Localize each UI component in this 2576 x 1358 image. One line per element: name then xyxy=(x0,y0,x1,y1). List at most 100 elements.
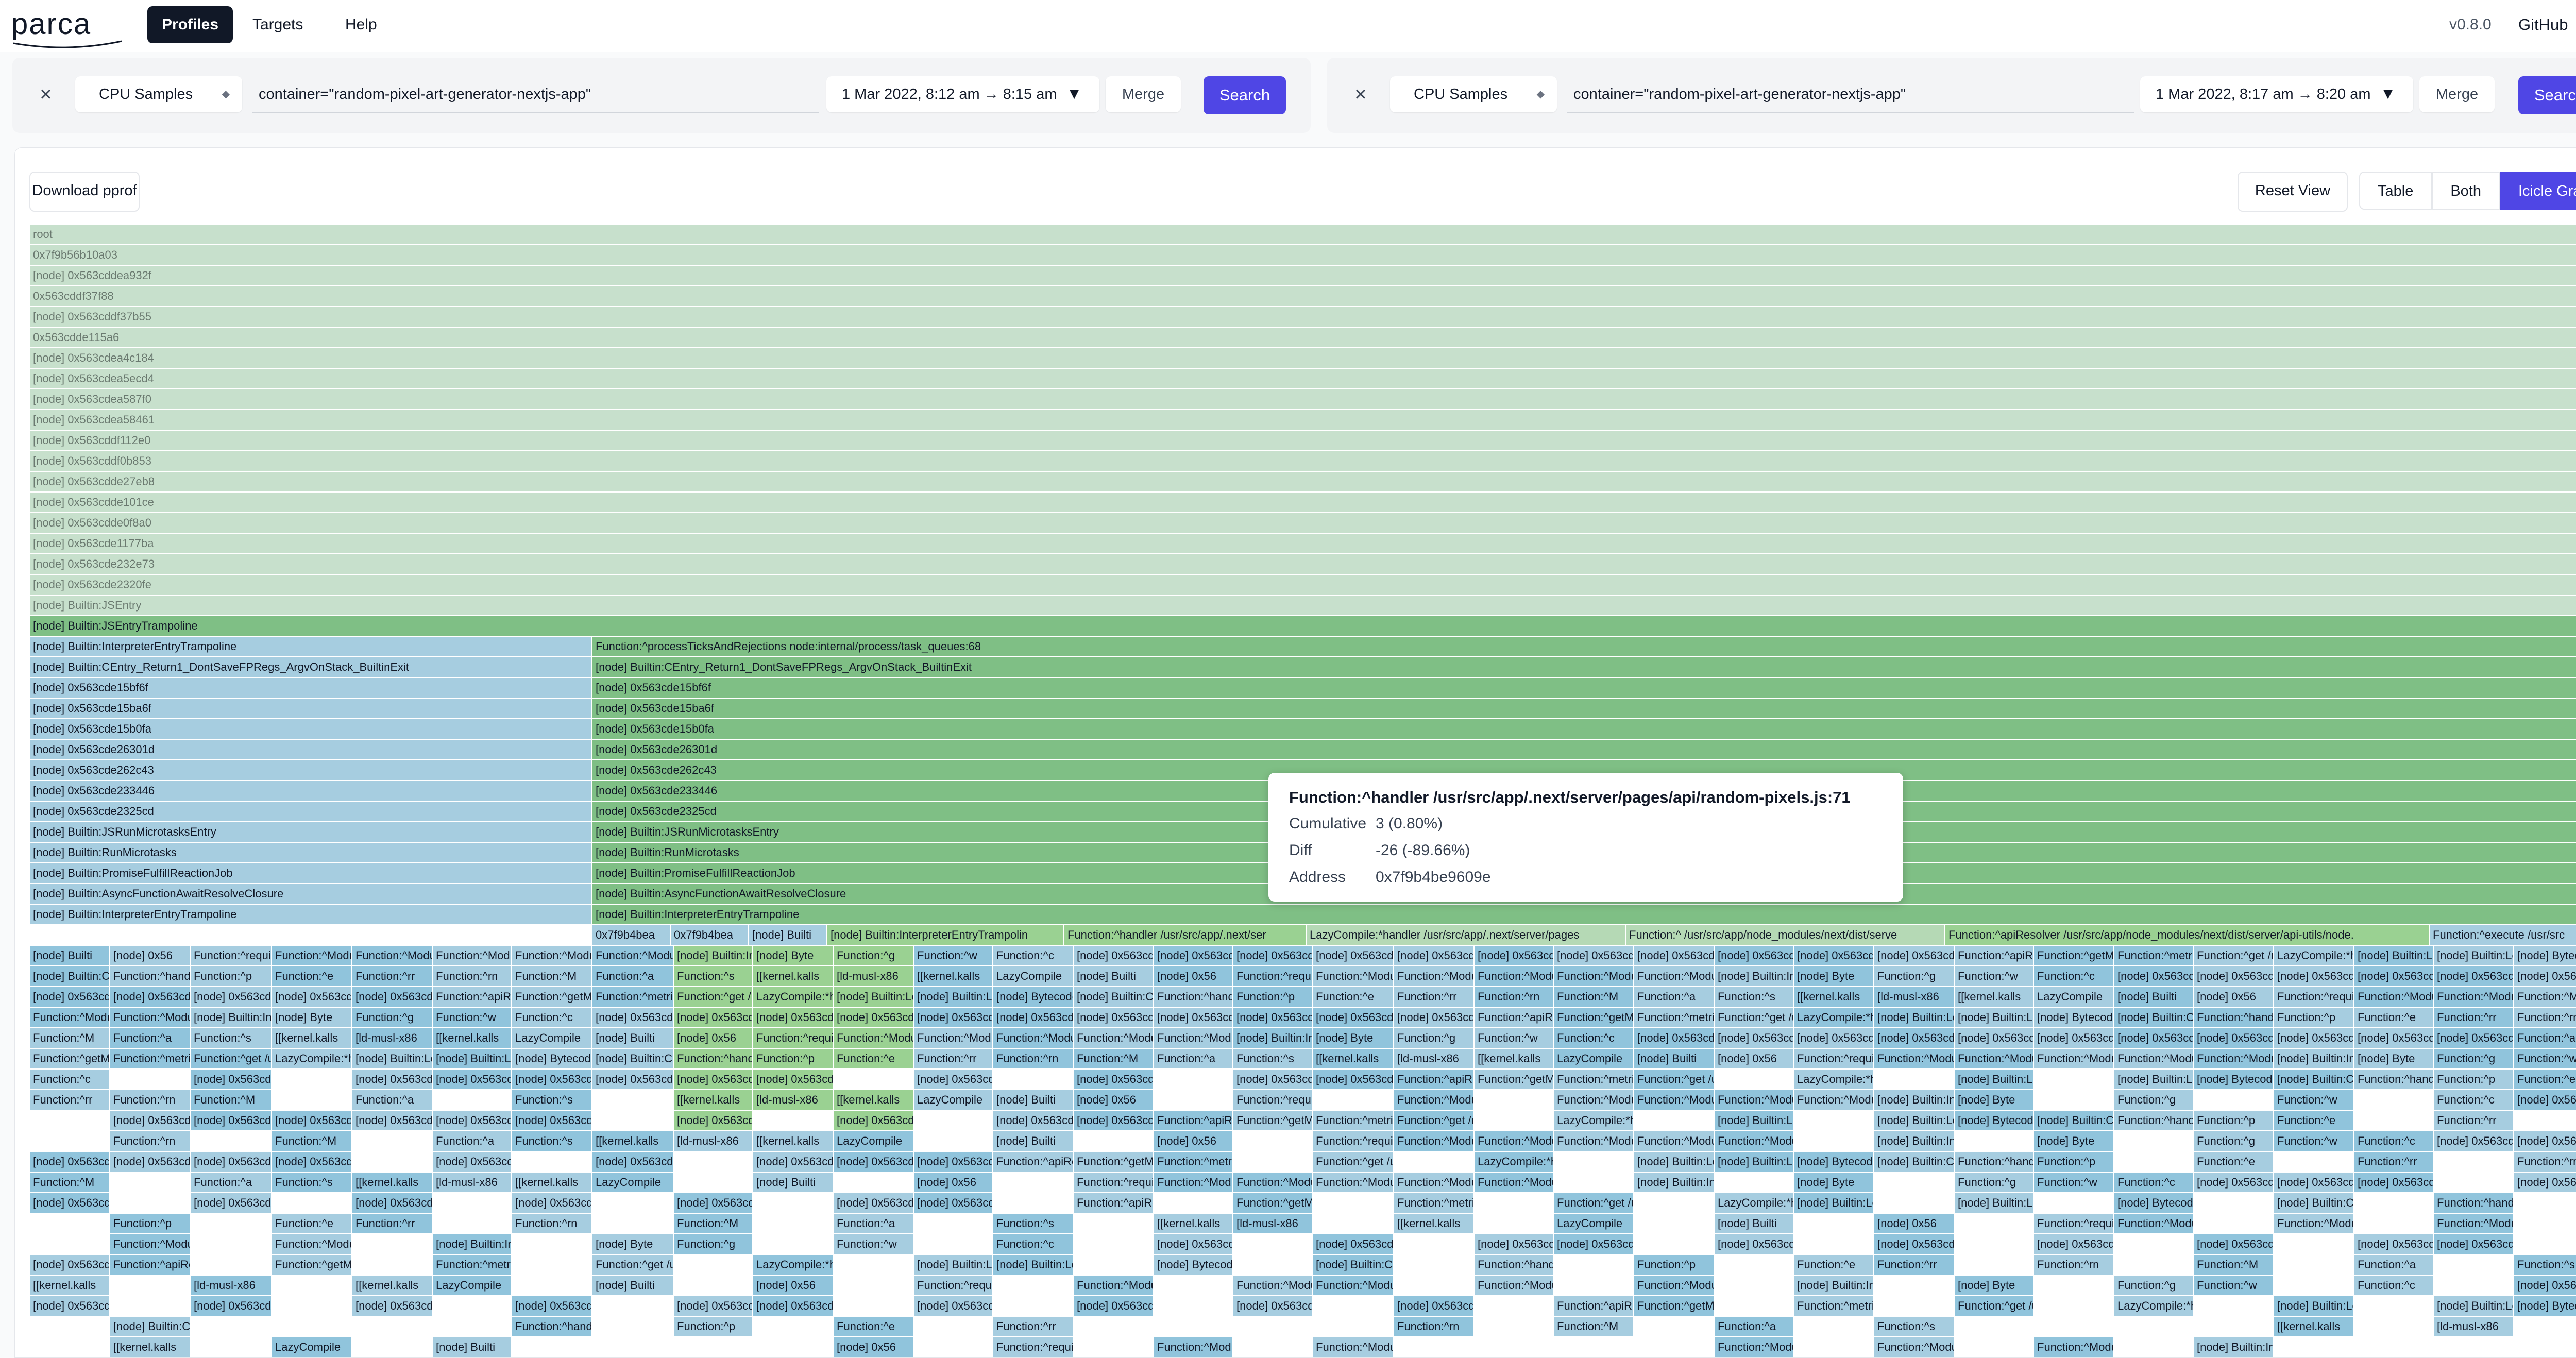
flame-frame[interactable]: [node] 0x563cde40a25d xyxy=(110,1152,191,1172)
flame-frame[interactable]: [node] 0x563cdf2189e3 xyxy=(993,1008,1074,1027)
flame-frame[interactable]: Function:^Module.load no xyxy=(1475,966,1554,986)
flame-frame[interactable]: [node] Builtin:InterpreterE xyxy=(674,946,753,965)
flame-frame[interactable]: [node] 0x563cde180794 xyxy=(2514,1090,2576,1110)
flame-frame[interactable]: Function:^a xyxy=(1715,1317,1794,1336)
flame-frame[interactable]: Function:^rn xyxy=(993,1049,1074,1068)
flame-frame[interactable]: Function:^require node:in xyxy=(1794,1049,1874,1068)
flame-frame[interactable]: Function:^require node:in xyxy=(191,946,272,965)
flame-frame[interactable]: [node] Builtin:CEntry_Retu xyxy=(592,1049,674,1068)
flame-frame[interactable]: [[kernel.kalls xyxy=(1475,1049,1554,1068)
flame-frame[interactable]: [[kernel.kalls xyxy=(433,1028,512,1048)
flame-frame[interactable]: [node] Builtin:InterpreterE xyxy=(1794,1276,1874,1295)
flame-frame[interactable]: [node] 0x563cdde86a7f xyxy=(1394,1008,1475,1027)
flame-frame[interactable]: [node] Builtin:InterpreterEntryTrampolin… xyxy=(30,637,592,656)
flame-frame[interactable]: Function:^e xyxy=(272,1214,352,1233)
flame-frame[interactable]: Function:^rn xyxy=(110,1090,191,1110)
flame-frame[interactable]: LazyCompile:*handler /usr/src/app/.next/… xyxy=(1794,1008,1874,1027)
flame-frame[interactable]: LazyCompile xyxy=(1554,1049,1634,1068)
flame-frame[interactable]: Function:^Module._compi xyxy=(1475,1173,1554,1192)
flame-frame[interactable]: Function:^Module._exten xyxy=(512,946,592,965)
flame-frame[interactable]: Function:^Module.require xyxy=(1394,1131,1475,1151)
flame-frame[interactable]: [node] Builtin:LoadIC_No xyxy=(1955,1193,2034,1213)
flame-frame[interactable]: [node] 0x563cdea587f0 xyxy=(30,389,2576,409)
flame-frame[interactable]: Function:^Module._compi xyxy=(1634,966,1715,986)
flame-frame[interactable]: [node] Builtin:InterpreterE xyxy=(1634,1173,1715,1192)
flame-frame[interactable]: [node] 0x563cde40a25d xyxy=(352,1296,433,1316)
flame-frame[interactable]: Function:^apiRes.send /us xyxy=(1154,1111,1233,1130)
flame-frame[interactable]: Function:^Module._load n xyxy=(2274,1214,2354,1233)
flame-frame[interactable]: [node] Builtin:CEntry_Return1_DontSaveFP… xyxy=(30,657,592,677)
flame-frame[interactable]: [node] 0x563cde180794 xyxy=(2194,1173,2274,1192)
flame-frame[interactable]: Function:^Module._exten xyxy=(1634,1131,1715,1151)
flame-frame[interactable]: Function:^Module.require xyxy=(272,946,352,965)
flame-frame[interactable]: [node] 0x563cde40db8b xyxy=(352,1070,433,1089)
flame-frame[interactable]: Function:^rn xyxy=(1394,1317,1475,1336)
flame-frame[interactable]: Function:^Module._exten xyxy=(1874,1337,1955,1357)
flame-frame[interactable]: [node] 0x563cde40db8b xyxy=(1154,946,1233,965)
flame-frame[interactable]: [node] 0x563cde15ba6f xyxy=(1074,1296,1154,1316)
flame-frame[interactable]: Function:^Module.load no xyxy=(433,946,512,965)
flame-frame[interactable]: [[kernel.kalls xyxy=(753,1131,834,1151)
flame-frame[interactable]: [node] 0x563cde4060c8 xyxy=(2114,1028,2194,1048)
flame-frame[interactable]: Function:^s xyxy=(512,1090,592,1110)
flame-frame[interactable]: [node] Builti xyxy=(753,1173,834,1192)
flame-frame[interactable]: Function:^getMetricAsPro xyxy=(30,1049,110,1068)
flame-frame[interactable]: [node] Builtin:LoadIC_No xyxy=(2434,946,2514,965)
flame-frame[interactable]: [node] Builtin:LoadIC xyxy=(834,987,914,1007)
flame-frame[interactable]: [node] 0x563cde15ba6f xyxy=(2274,1028,2354,1048)
flame-frame[interactable]: Function:^rr xyxy=(2434,1111,2514,1130)
flame-frame[interactable]: Function:^a xyxy=(1634,987,1715,1007)
flame-frame[interactable]: [node] BytecodeHandler:L xyxy=(2114,1193,2194,1213)
view-both-button[interactable]: Both xyxy=(2432,172,2500,210)
flame-frame[interactable]: Function:^M xyxy=(30,1173,110,1192)
flame-frame[interactable]: [node] 0x563cdea4c184 xyxy=(30,348,2576,368)
flame-frame[interactable]: LazyCompile xyxy=(272,1337,352,1357)
flame-frame[interactable]: [node] 0x563cde40db8b xyxy=(1715,1028,1794,1048)
flame-frame[interactable]: Function:^Module._load n xyxy=(1554,1090,1634,1110)
flame-frame[interactable]: Function:^rr xyxy=(914,1049,993,1068)
flame-frame[interactable]: Function:^Module.load no xyxy=(1554,1131,1634,1151)
flame-frame[interactable]: Function:^g xyxy=(834,946,914,965)
flame-frame[interactable]: Function:^M xyxy=(191,1090,272,1110)
flame-frame[interactable]: Function:^Module._exten xyxy=(1394,1173,1475,1192)
flame-frame[interactable]: [ld-musl-x86 xyxy=(433,1173,512,1192)
flame-frame[interactable]: Function:^rr xyxy=(1874,1255,1955,1275)
flame-frame[interactable]: [node] 0x563cde40c2e8 xyxy=(30,1152,110,1172)
flame-frame[interactable]: [node] Byte xyxy=(1794,1173,1874,1192)
flame-frame[interactable]: [node] 0x563cdf2189e3 xyxy=(674,1296,753,1316)
flame-frame[interactable]: Function:^Module._compi xyxy=(2194,1049,2274,1068)
flame-frame[interactable]: Function:^metrics /usr/src xyxy=(1313,1111,1394,1130)
flame-frame[interactable]: Function:^getMetricAsPro xyxy=(2034,946,2114,965)
flame-frame[interactable]: [node] 0x563cde15b0fa xyxy=(1794,946,1874,965)
flame-frame[interactable]: LazyCompile:*handler /usr/src/app/.next/… xyxy=(1554,1111,1634,1130)
flame-frame[interactable]: [node] 0x563cde15ba6f xyxy=(674,1193,753,1213)
flame-frame[interactable]: Function:^Module._exten xyxy=(2114,1049,2194,1068)
flame-frame[interactable]: Function:^a xyxy=(1154,1049,1233,1068)
flame-frame[interactable]: [node] Builtin:LoadIC xyxy=(1634,1152,1715,1172)
flame-frame[interactable]: [node] BytecodeHandler:L xyxy=(2514,1296,2576,1316)
flame-frame[interactable]: Function:^metrics /usr/src xyxy=(2114,946,2194,965)
flame-frame[interactable]: [node] Builtin:InterpreterE xyxy=(1715,966,1794,986)
flame-frame[interactable]: [ld-musl-x86 xyxy=(834,966,914,986)
flame-frame[interactable]: [[kernel.kalls xyxy=(512,1173,592,1192)
flame-frame[interactable]: LazyCompile xyxy=(914,1090,993,1110)
flame-frame[interactable]: [node] 0x563cde15b0fa xyxy=(30,719,592,739)
flame-frame[interactable]: [node] Builtin:InterpreterE xyxy=(1874,1131,1955,1151)
flame-frame[interactable]: Function:^get /usr/src/app xyxy=(1955,1296,2034,1316)
flame-frame[interactable]: Function:^Module.load no xyxy=(2034,1049,2114,1068)
flame-frame[interactable]: Function:^p xyxy=(2194,1111,2274,1130)
flame-frame[interactable]: Function:^handleCompre xyxy=(2434,1193,2514,1213)
flame-frame[interactable]: [node] 0x563cdde86a7f xyxy=(30,1255,110,1275)
flame-frame[interactable]: [node] 0x563cde15b0fa xyxy=(2354,1028,2434,1048)
flame-frame[interactable]: [node] Builtin:CEntry_Retu xyxy=(110,1317,191,1336)
flame-frame[interactable]: 0x7f9b4bea xyxy=(671,925,749,945)
flame-frame[interactable]: [[kernel.kalls xyxy=(352,1173,433,1192)
flame-frame[interactable]: [[kernel.kalls xyxy=(1955,987,2034,1007)
flame-frame[interactable]: [node] 0x563cde15bf6f xyxy=(30,678,592,698)
flame-frame[interactable]: Function:^getMetricAsPro xyxy=(1554,1008,1634,1027)
flame-frame[interactable]: [node] 0x563cde40db8b xyxy=(2514,1131,2576,1151)
flame-frame[interactable]: [node] 0x563cde15b0fa xyxy=(834,1152,914,1172)
flame-frame[interactable]: [node] 0x563cde40c2e8 xyxy=(2274,966,2354,986)
flame-frame[interactable]: [[kernel.kalls xyxy=(352,1276,433,1295)
flame-frame[interactable]: [[kernel.kalls xyxy=(834,1090,914,1110)
